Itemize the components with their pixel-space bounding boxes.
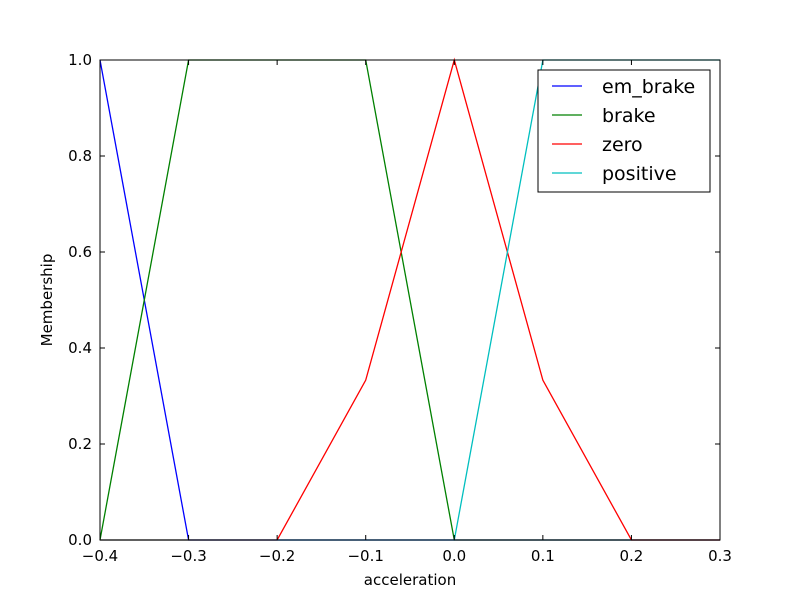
legend-label-zero: zero	[602, 134, 643, 156]
x-tick-label: 0.3	[708, 547, 732, 565]
y-tick-label: 0.0	[68, 531, 92, 549]
tick-layer: −0.4 −0.3 −0.2 −0.1 0.0 0.1 0.2 0.3 0.0 0.2 0.4 0.6…	[68, 51, 732, 565]
legend-label-positive: positive	[602, 163, 677, 185]
y-tick-label: 0.2	[68, 435, 92, 453]
y-tick-label: 0.4	[68, 339, 92, 357]
x-tick-label: −0.1	[347, 547, 383, 565]
x-tick-label: −0.4	[82, 547, 118, 565]
x-tick-label: −0.2	[259, 547, 295, 565]
y-axis-label: Membership	[38, 254, 56, 347]
legend-box	[537, 69, 711, 193]
x-tick-label: −0.3	[170, 547, 206, 565]
plot-frame	[99, 59, 721, 541]
y-tick-label: 0.8	[68, 147, 92, 165]
x-tick-label: 0.2	[619, 547, 643, 565]
legend-label-brake: brake	[602, 105, 656, 127]
x-axis-label: acceleration	[364, 571, 456, 589]
y-tick-label: 0.6	[68, 243, 92, 261]
x-tick-label: 0.1	[531, 547, 555, 565]
legend-label-em-brake: em_brake	[602, 76, 695, 98]
x-tick-label: 0.0	[442, 547, 466, 565]
y-tick-label: 1.0	[68, 51, 92, 69]
